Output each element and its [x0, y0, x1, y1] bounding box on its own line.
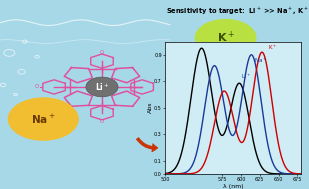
- Circle shape: [195, 19, 256, 57]
- FancyArrowPatch shape: [136, 138, 158, 152]
- Circle shape: [8, 97, 79, 141]
- Text: O: O: [35, 84, 39, 89]
- Text: K$^+$: K$^+$: [217, 30, 235, 45]
- Text: Li$^+$: Li$^+$: [241, 72, 251, 81]
- Text: K$^+$: K$^+$: [268, 43, 277, 52]
- Text: Sensitivity to target:  Li$^+$ >> Na$^+$, K$^+$: Sensitivity to target: Li$^+$ >> Na$^+$,…: [166, 6, 309, 17]
- X-axis label: λ (nm): λ (nm): [223, 184, 243, 189]
- Y-axis label: Abs: Abs: [148, 102, 153, 113]
- Text: O: O: [100, 50, 104, 55]
- Text: Na$^+$: Na$^+$: [31, 112, 56, 126]
- Text: Li$^+$: Li$^+$: [95, 81, 109, 93]
- Text: O: O: [100, 119, 104, 124]
- Text: Na$^+$: Na$^+$: [254, 56, 267, 65]
- Circle shape: [86, 77, 118, 97]
